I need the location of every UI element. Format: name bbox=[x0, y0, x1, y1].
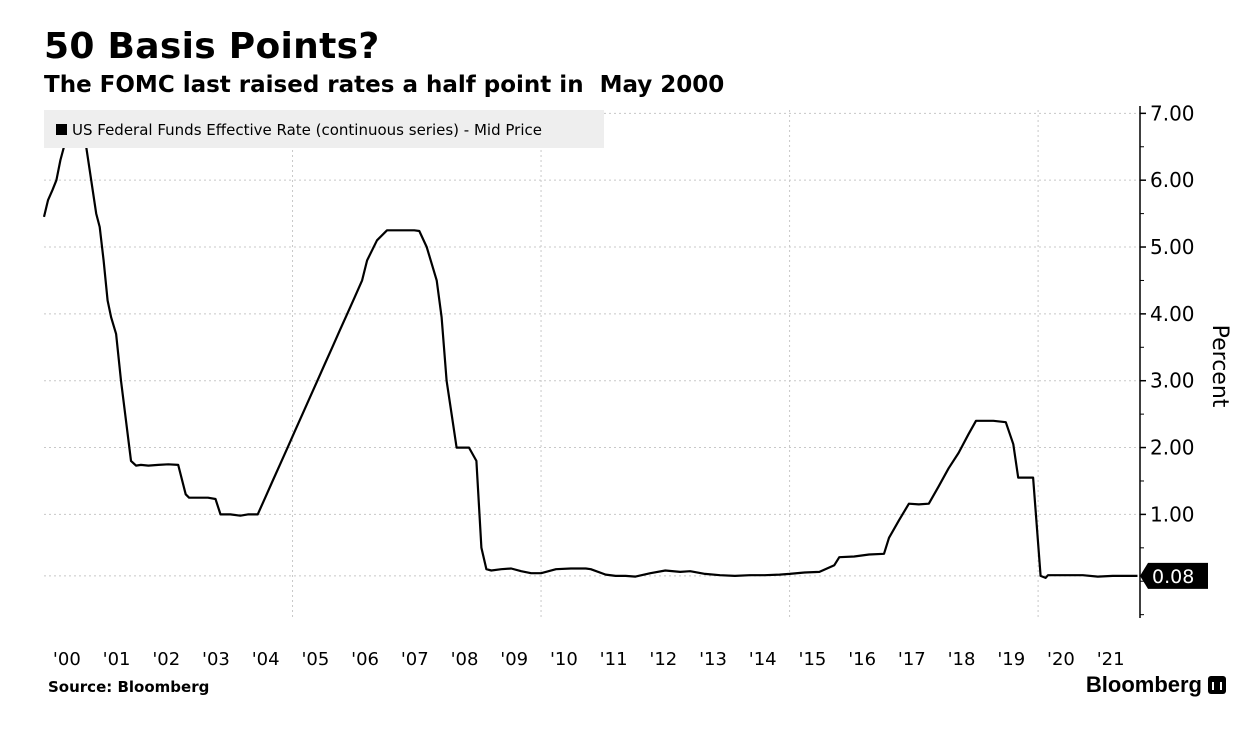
y-tick-label: 4.00 bbox=[1150, 302, 1195, 326]
legend-swatch bbox=[56, 124, 67, 135]
x-tick-label: '07 bbox=[401, 649, 429, 670]
x-tick-label: '00 bbox=[53, 649, 81, 670]
y-tick-label: 3.00 bbox=[1150, 369, 1195, 393]
last-value-callout: 0.08 bbox=[1140, 562, 1208, 589]
series-layer bbox=[42, 142, 1138, 579]
last-value-tag bbox=[1140, 562, 1208, 589]
x-tick-label: '14 bbox=[749, 649, 777, 670]
x-axis-labels: '00 '01 '02 '03 '04 '05 '06 '07 '08 '09 '10 '11 '12 '… bbox=[53, 649, 1125, 670]
legend-label: US Federal Funds Effective Rate (continu… bbox=[72, 121, 542, 139]
bloomberg-terminal-icon bbox=[1208, 676, 1226, 694]
chart-title: 50 Basis Points? bbox=[44, 26, 380, 67]
x-tick-label: '20 bbox=[1047, 649, 1075, 670]
grid-lines bbox=[44, 110, 1140, 618]
brand-text: Bloomberg bbox=[1085, 672, 1202, 697]
x-tick-label: '21 bbox=[1097, 649, 1125, 670]
x-tick-label: '05 bbox=[301, 649, 329, 670]
y-axis: 1.00 2.00 3.00 4.00 5.00 6.00 7.00 bbox=[1139, 101, 1195, 618]
legend-background bbox=[44, 110, 604, 148]
x-tick-label: '06 bbox=[351, 649, 379, 670]
y-tick-label: 1.00 bbox=[1150, 502, 1195, 526]
x-tick-label: '16 bbox=[848, 649, 876, 670]
x-tick-label: '10 bbox=[550, 649, 578, 670]
x-tick-label: '04 bbox=[252, 649, 280, 670]
x-tick-label: '01 bbox=[103, 649, 131, 670]
chart-subtitle: The FOMC last raised rates a half point … bbox=[44, 72, 725, 98]
x-tick-label: '18 bbox=[948, 649, 976, 670]
x-tick-label: '12 bbox=[649, 649, 677, 670]
last-value-label: 0.08 bbox=[1152, 566, 1194, 588]
x-tick-label: '03 bbox=[202, 649, 230, 670]
y-axis-label: Percent bbox=[1207, 325, 1232, 408]
y-tick-label: 7.00 bbox=[1150, 101, 1195, 125]
series-line-fed-funds-rate bbox=[42, 142, 1138, 579]
x-tick-label: '13 bbox=[699, 649, 727, 670]
x-tick-label: '11 bbox=[600, 649, 628, 670]
x-tick-label: '09 bbox=[500, 649, 528, 670]
x-tick-label: '17 bbox=[898, 649, 926, 670]
bloomberg-logo: Bloomberg bbox=[1086, 672, 1226, 698]
x-tick-label: '02 bbox=[152, 649, 180, 670]
y-tick-label: 2.00 bbox=[1150, 436, 1195, 460]
y-tick-label: 5.00 bbox=[1150, 235, 1195, 259]
source-note: Source: Bloomberg bbox=[48, 678, 210, 696]
legend: US Federal Funds Effective Rate (continu… bbox=[44, 110, 604, 148]
x-tick-label: '19 bbox=[997, 649, 1025, 670]
y-tick-label: 6.00 bbox=[1150, 168, 1195, 192]
x-tick-label: '08 bbox=[451, 649, 479, 670]
x-tick-label: '15 bbox=[799, 649, 827, 670]
